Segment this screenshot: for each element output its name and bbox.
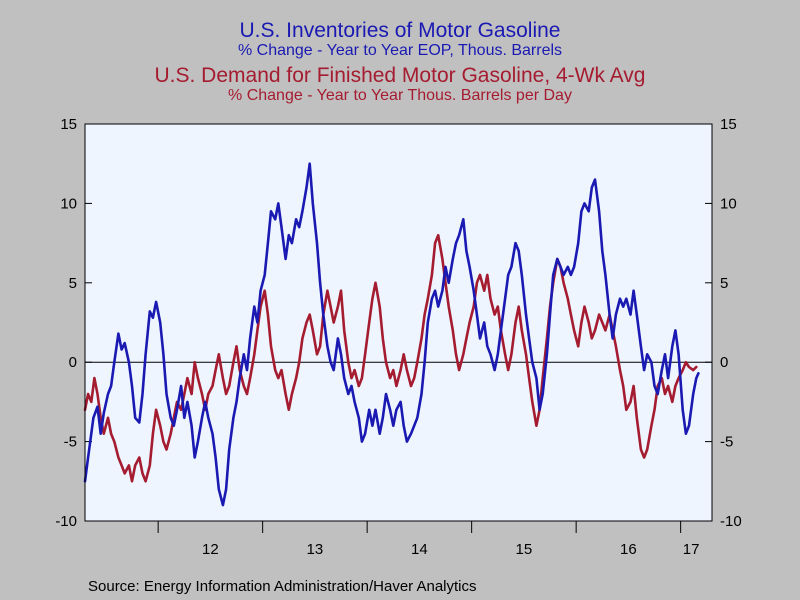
y-tick-label-right: 15 [720,116,737,133]
x-tick-label: 17 [683,541,700,558]
plot-border [84,123,713,522]
y-tick-label-left: -5 [64,434,77,451]
y-tick-label-left: -10 [55,513,77,530]
y-tick-label-right: 5 [720,275,728,292]
chart-subtitle-demand: % Change - Year to Year Thous. Barrels p… [228,87,572,104]
y-tick-label-right: -10 [720,513,742,530]
y-tick-label-left: 5 [69,275,77,292]
x-tick-label: 14 [411,541,428,558]
y-tick-label-left: 10 [60,195,77,212]
y-tick-label-right: 10 [720,195,737,212]
x-tick-label: 13 [307,541,324,558]
series-line-demand [83,233,698,483]
x-tick-label: 16 [620,541,637,558]
series-layer [83,162,700,507]
y-tick-label-left: 0 [69,354,77,371]
x-tick-label: 12 [202,541,219,558]
series-line-inventories [83,162,700,507]
x-tick-label: 15 [516,541,533,558]
y-tick-label-right: 0 [720,354,728,371]
y-tick-label-left: 15 [60,116,77,133]
chart-title-demand: U.S. Demand for Finished Motor Gasoline,… [154,64,646,87]
plot-area [85,124,712,521]
source-note: Source: Energy Information Administratio… [88,578,477,595]
axes: -10 -10 -5 -5 0 0 5 5 10 10 15 15 12 13 14 15 16 17 [55,116,741,558]
chart-subtitle-inventories: % Change - Year to Year EOP, Thous. Barr… [237,42,563,59]
chart-title-inventories: U.S. Inventories of Motor Gasoline [239,19,561,42]
y-tick-label-right: -5 [720,434,733,451]
